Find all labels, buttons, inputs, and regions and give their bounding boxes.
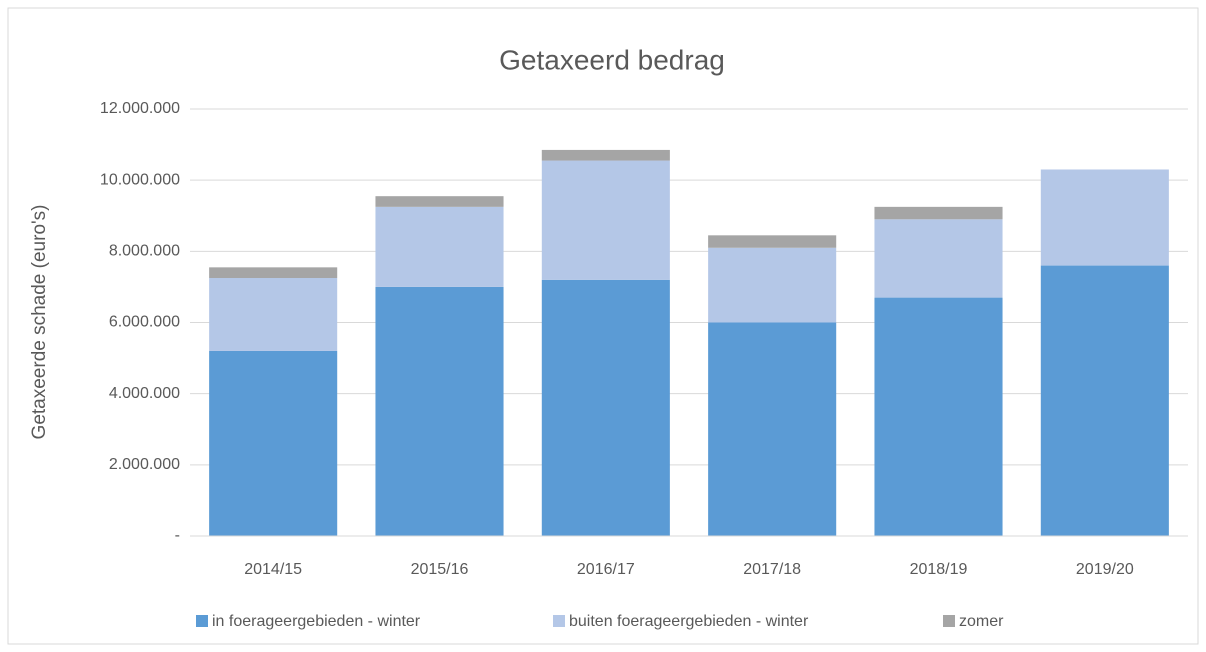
y-axis-label: Getaxeerde schade (euro's): [29, 205, 50, 440]
x-tick-label: 2019/20: [1076, 561, 1134, 578]
legend-label: buiten foerageergebieden - winter: [569, 613, 809, 630]
bar-segment: [541, 160, 670, 280]
bar-segment: [874, 297, 1003, 536]
bar-segment: [1040, 265, 1169, 536]
bar-segment: [375, 206, 504, 287]
x-tick-label: 2016/17: [577, 561, 635, 578]
chart-title: Getaxeerd bedrag: [499, 44, 725, 75]
bar-segment: [708, 247, 837, 323]
bar-segment: [541, 149, 670, 161]
x-tick-label: 2017/18: [743, 561, 801, 578]
y-tick-label: 6.000.000: [109, 314, 180, 331]
legend-swatch: [196, 615, 208, 627]
y-tick-label: 8.000.000: [109, 243, 180, 260]
y-tick-label: 10.000.000: [100, 171, 180, 188]
bar-segment: [375, 196, 504, 207]
bar-segment: [209, 267, 338, 279]
bar-segment: [541, 279, 670, 536]
bar-segment: [708, 235, 837, 248]
bar-segment: [209, 350, 338, 536]
y-tick-label: -: [175, 527, 180, 544]
legend-swatch: [553, 615, 565, 627]
bar-segment: [874, 219, 1003, 298]
bar-segment: [1040, 169, 1169, 266]
x-tick-label: 2015/16: [411, 561, 469, 578]
bar-segment: [874, 206, 1003, 220]
legend-label: zomer: [959, 613, 1004, 630]
y-tick-label: 12.000.000: [100, 100, 180, 117]
x-tick-label: 2014/15: [244, 561, 302, 578]
x-tick-label: 2018/19: [910, 561, 968, 578]
bar-segment: [708, 322, 837, 536]
bar-segment: [375, 286, 504, 536]
y-tick-label: 4.000.000: [109, 385, 180, 402]
legend-swatch: [943, 615, 955, 627]
legend-label: in foerageergebieden - winter: [212, 613, 421, 630]
bar-segment: [209, 278, 338, 351]
y-tick-label: 2.000.000: [109, 456, 180, 473]
